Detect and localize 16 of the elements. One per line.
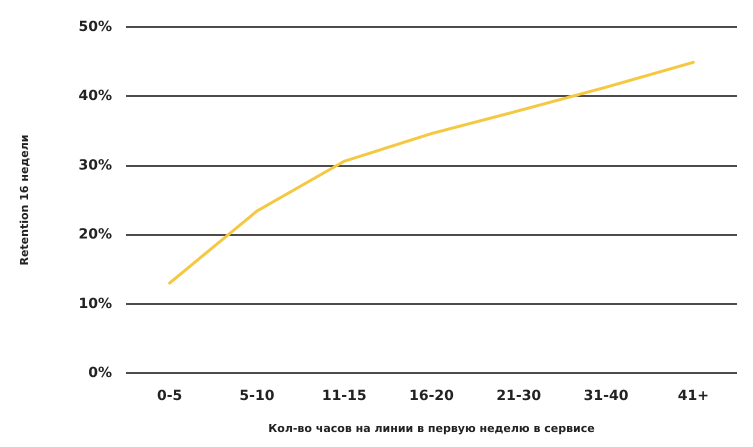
y-tick-label: 50% bbox=[78, 19, 112, 35]
x-tick-label: 31-40 bbox=[584, 388, 629, 404]
y-tick-label: 30% bbox=[78, 157, 112, 174]
y-tick-label: 40% bbox=[78, 88, 112, 104]
x-axis-title: Кол-во часов на линии в первую неделю в сервисе bbox=[268, 422, 595, 435]
x-tick-label: 11-15 bbox=[322, 388, 367, 404]
x-tick-label: 41+ bbox=[678, 388, 709, 404]
x-tick-label: 16-20 bbox=[409, 388, 454, 404]
line-series bbox=[168, 60, 695, 285]
y-tick-label: 0% bbox=[88, 365, 112, 381]
x-tick-label: 21-30 bbox=[496, 388, 542, 404]
y-axis-title: Retention 16 недели bbox=[18, 134, 31, 266]
x-tick-label: 0-5 bbox=[156, 388, 182, 404]
y-tick-label: 20% bbox=[78, 226, 112, 243]
x-tick-label: 5-10 bbox=[239, 388, 275, 404]
y-tick-label: 10% bbox=[78, 296, 112, 312]
